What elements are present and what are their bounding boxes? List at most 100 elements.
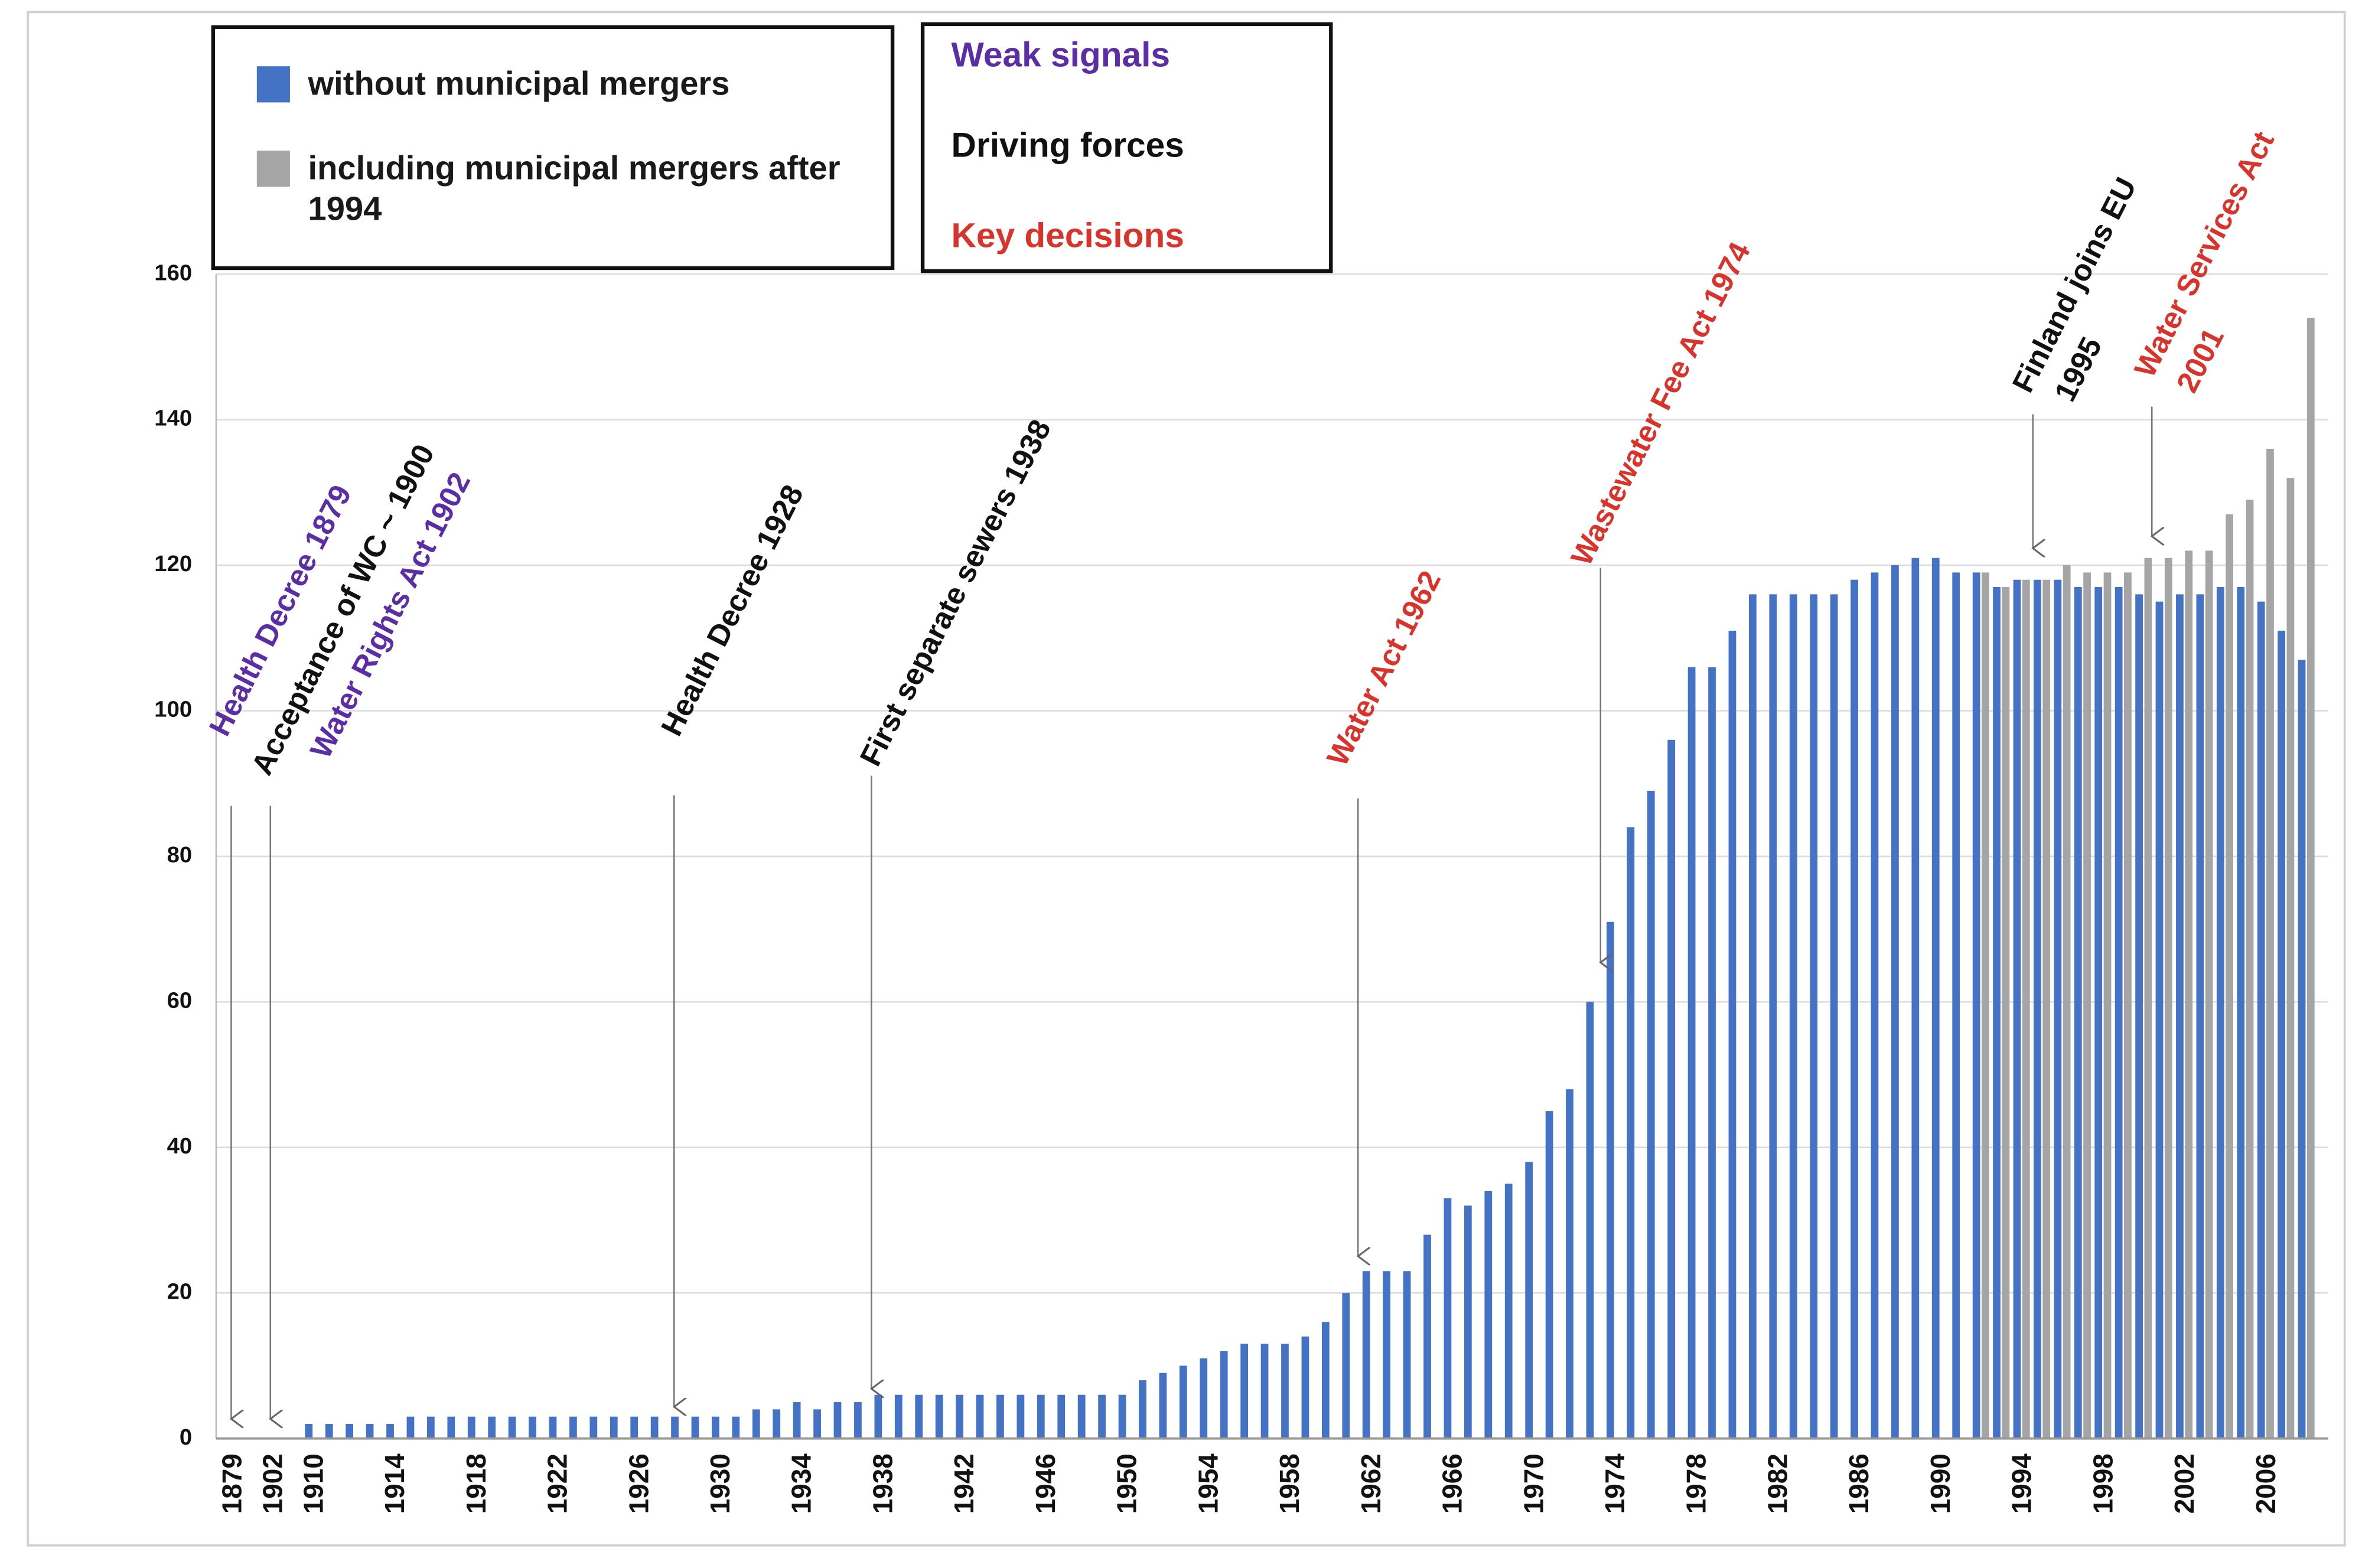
bar <box>529 1416 536 1439</box>
bar <box>1911 558 1920 1439</box>
bar <box>1627 827 1635 1439</box>
bar <box>427 1416 435 1439</box>
bar <box>1179 1365 1187 1439</box>
bar <box>935 1394 943 1439</box>
bar <box>793 1402 801 1439</box>
bar <box>406 1416 415 1439</box>
bar <box>1383 1271 1391 1439</box>
bar <box>386 1424 394 1439</box>
legend-box <box>211 25 895 270</box>
bar <box>508 1416 516 1439</box>
legend-label: including municipal mergers after 1994 <box>308 149 840 228</box>
x-tick-label: 1910 <box>298 1453 328 1514</box>
bar <box>1077 1394 1086 1439</box>
bar <box>1240 1344 1248 1439</box>
legend-group-label: Key decisions <box>952 216 1184 255</box>
legend-swatch <box>256 151 290 187</box>
bar <box>1301 1336 1309 1439</box>
bar <box>2042 579 2051 1439</box>
bar <box>2115 587 2123 1439</box>
x-tick-label: 2006 <box>2250 1453 2281 1514</box>
bar <box>467 1416 475 1439</box>
bar <box>2196 594 2204 1439</box>
bar <box>833 1402 842 1439</box>
y-tick-label: 60 <box>167 987 193 1013</box>
bar <box>1037 1394 1045 1439</box>
bar <box>1982 572 1989 1439</box>
y-tick-label: 160 <box>154 260 192 285</box>
bar <box>2094 587 2103 1439</box>
x-tick-label: 1998 <box>2087 1453 2118 1514</box>
bar <box>447 1416 455 1439</box>
bar <box>305 1424 313 1439</box>
legend-group-label: Driving forces <box>952 126 1184 164</box>
x-tick-label: 2002 <box>2169 1453 2200 1514</box>
bar <box>813 1409 821 1439</box>
bar <box>996 1394 1004 1439</box>
bar <box>1708 667 1716 1439</box>
x-tick-label: 1918 <box>461 1453 491 1514</box>
y-tick-label: 0 <box>180 1424 192 1450</box>
legend-label-box: including municipal mergers after 1994 <box>308 149 840 228</box>
bar <box>2164 558 2172 1439</box>
bar <box>630 1416 638 1439</box>
bar <box>2054 579 2062 1439</box>
bar <box>488 1416 496 1439</box>
bars <box>305 318 2315 1439</box>
legend-group-label: Weak signals <box>952 35 1170 74</box>
bar <box>1972 572 1980 1439</box>
bar <box>589 1416 598 1439</box>
x-tick-label: 1914 <box>379 1453 410 1514</box>
bar <box>671 1416 679 1439</box>
bar <box>2176 594 2184 1439</box>
bar <box>2103 572 2112 1439</box>
bar <box>650 1416 659 1439</box>
x-tick-label: 1982 <box>1762 1453 1793 1514</box>
bar <box>366 1424 374 1439</box>
bar <box>894 1394 903 1439</box>
bar <box>1403 1271 1411 1439</box>
bar <box>956 1394 963 1439</box>
bar <box>1444 1198 1452 1439</box>
bar <box>1281 1344 1289 1439</box>
legend-box <box>920 22 1333 273</box>
bar <box>1525 1162 1533 1439</box>
bar <box>2124 572 2132 1439</box>
bar <box>1545 1111 1553 1439</box>
bar <box>1789 594 1797 1439</box>
bar <box>1098 1394 1106 1439</box>
bar <box>2286 478 2295 1439</box>
bar <box>1139 1380 1146 1439</box>
bar <box>1728 630 1737 1439</box>
bar <box>346 1424 354 1439</box>
bar <box>874 1394 882 1439</box>
x-tick-label: 1922 <box>542 1453 573 1514</box>
bar <box>2226 514 2233 1439</box>
x-tick-label: 1946 <box>1030 1453 1061 1514</box>
bar <box>1017 1394 1025 1439</box>
bar <box>915 1394 923 1439</box>
x-tick-label: 1986 <box>1843 1453 1874 1514</box>
x-tick-label: 1974 <box>1599 1453 1630 1514</box>
x-tick-label: 1930 <box>705 1453 735 1514</box>
y-tick-label: 120 <box>154 551 192 576</box>
x-tick-label: 1926 <box>623 1453 654 1514</box>
bar <box>1952 572 1960 1439</box>
bar <box>1606 921 1614 1439</box>
bar <box>1118 1394 1126 1439</box>
bar <box>325 1424 333 1439</box>
bar <box>569 1416 577 1439</box>
bar <box>1200 1358 1208 1439</box>
x-tick-label: 1978 <box>1681 1453 1712 1514</box>
x-tick-label: 1879 <box>217 1453 247 1514</box>
legend-swatch <box>256 66 290 103</box>
bar <box>1566 1089 1573 1439</box>
bar <box>2074 587 2082 1439</box>
bar <box>1057 1394 1066 1439</box>
y-tick-label: 20 <box>167 1279 193 1304</box>
bar <box>1423 1234 1431 1439</box>
bar <box>549 1416 557 1439</box>
bar <box>976 1394 984 1439</box>
bar <box>2022 579 2030 1439</box>
